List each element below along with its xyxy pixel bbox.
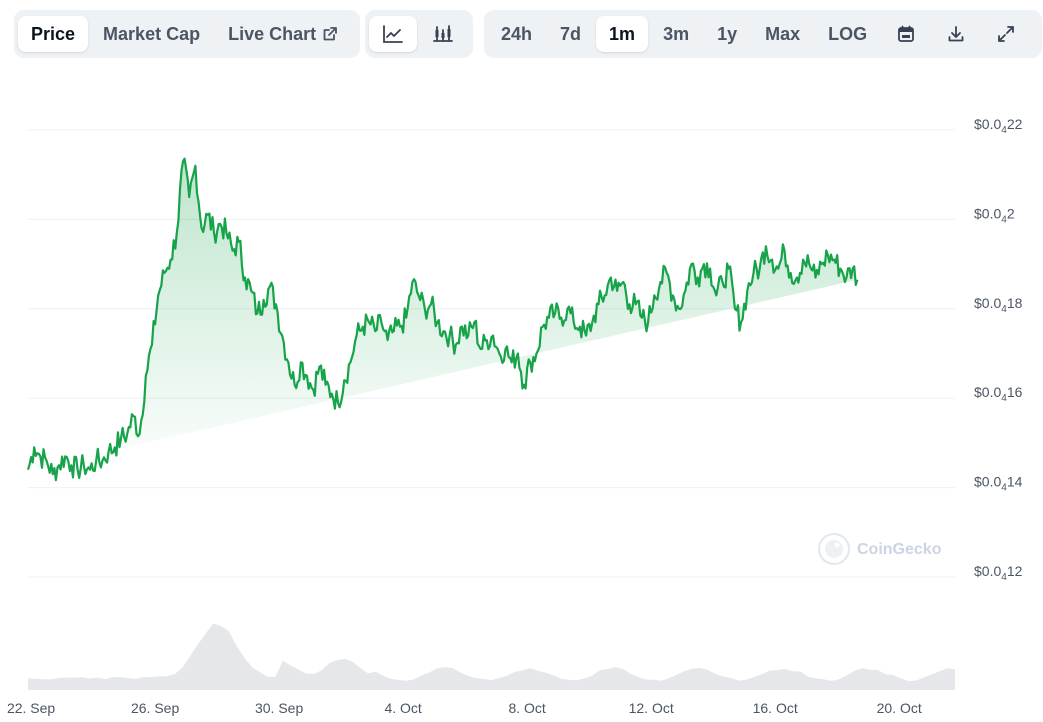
line-chart-button[interactable] bbox=[369, 16, 417, 52]
x-tick-label: 8. Oct bbox=[508, 700, 545, 716]
x-tick-label: 16. Oct bbox=[753, 700, 798, 716]
calendar-icon bbox=[898, 25, 915, 42]
tab-live-chart-label: Live Chart bbox=[228, 23, 317, 44]
price-area-fill bbox=[28, 158, 858, 481]
range-24h[interactable]: 24h bbox=[488, 16, 545, 52]
volume-area bbox=[28, 623, 955, 690]
x-tick-label: 12. Oct bbox=[629, 700, 674, 716]
watermark-text: CoinGecko bbox=[857, 541, 942, 558]
x-tick-label: 4. Oct bbox=[384, 700, 421, 716]
log-scale-label: LOG bbox=[828, 23, 868, 44]
range-3m[interactable]: 3m bbox=[650, 16, 702, 52]
x-axis-labels: 22. Sep 26. Sep 30. Sep 4. Oct 8. Oct 12. Oct… bbox=[7, 700, 922, 716]
y-tick-label: $0.0422 bbox=[974, 116, 1023, 136]
external-link-icon bbox=[323, 27, 338, 41]
y-tick-label: $0.0414 bbox=[974, 474, 1023, 494]
range-1y-label: 1y bbox=[717, 23, 738, 44]
range-max[interactable]: Max bbox=[752, 16, 813, 52]
range-3m-label: 3m bbox=[663, 23, 690, 44]
y-tick-label: $0.0412 bbox=[974, 563, 1023, 583]
range-max-label: Max bbox=[765, 23, 801, 44]
expand-icon bbox=[998, 26, 1015, 42]
y-axis-labels: $0.0422 $0.042 $0.0418 $0.0416 $0.0414 $0.041… bbox=[974, 116, 1023, 583]
download-button[interactable] bbox=[932, 16, 980, 52]
gecko-logo-inner bbox=[825, 540, 843, 558]
tab-market-cap-label: Market Cap bbox=[103, 23, 201, 44]
chart-type-group bbox=[365, 10, 473, 58]
price-line bbox=[26, 157, 859, 482]
range-24h-label: 24h bbox=[501, 23, 533, 44]
tab-market-cap[interactable]: Market Cap bbox=[90, 16, 213, 52]
range-7d[interactable]: 7d bbox=[547, 16, 594, 52]
x-tick-label: 22. Sep bbox=[7, 700, 55, 716]
coingecko-watermark: CoinGecko bbox=[818, 533, 942, 565]
x-tick-label: 20. Oct bbox=[877, 700, 922, 716]
gecko-logo-icon bbox=[818, 533, 850, 565]
chart-toolbar: Price Market Cap Live Chart 24h 7d 1m 3m… bbox=[14, 10, 1043, 58]
gecko-eye bbox=[834, 542, 840, 548]
calendar-button[interactable] bbox=[882, 16, 930, 52]
range-1y[interactable]: 1y bbox=[704, 16, 750, 52]
range-7d-label: 7d bbox=[560, 23, 582, 44]
y-tick-label: $0.0416 bbox=[974, 384, 1023, 404]
x-tick-label: 26. Sep bbox=[131, 700, 179, 716]
tab-price[interactable]: Price bbox=[18, 16, 89, 52]
log-scale-toggle[interactable]: LOG bbox=[815, 16, 880, 52]
time-range-group: 24h 7d 1m 3m 1y Max LOG bbox=[484, 10, 1042, 58]
tab-live-chart[interactable]: Live Chart bbox=[215, 16, 351, 52]
x-tick-label: 30. Sep bbox=[255, 700, 303, 716]
line-chart-icon bbox=[383, 25, 403, 43]
y-tick-label: $0.042 bbox=[974, 205, 1015, 225]
range-1m[interactable]: 1m bbox=[596, 16, 649, 52]
fullscreen-button[interactable] bbox=[982, 16, 1030, 52]
y-tick-label: $0.0418 bbox=[974, 295, 1023, 315]
metric-tab-group: Price Market Cap Live Chart bbox=[14, 10, 360, 58]
download-icon bbox=[948, 26, 964, 42]
tab-price-label: Price bbox=[31, 23, 76, 44]
range-1m-label: 1m bbox=[609, 23, 636, 44]
candlestick-chart-icon bbox=[433, 25, 453, 42]
candlestick-chart-button[interactable] bbox=[419, 16, 467, 52]
